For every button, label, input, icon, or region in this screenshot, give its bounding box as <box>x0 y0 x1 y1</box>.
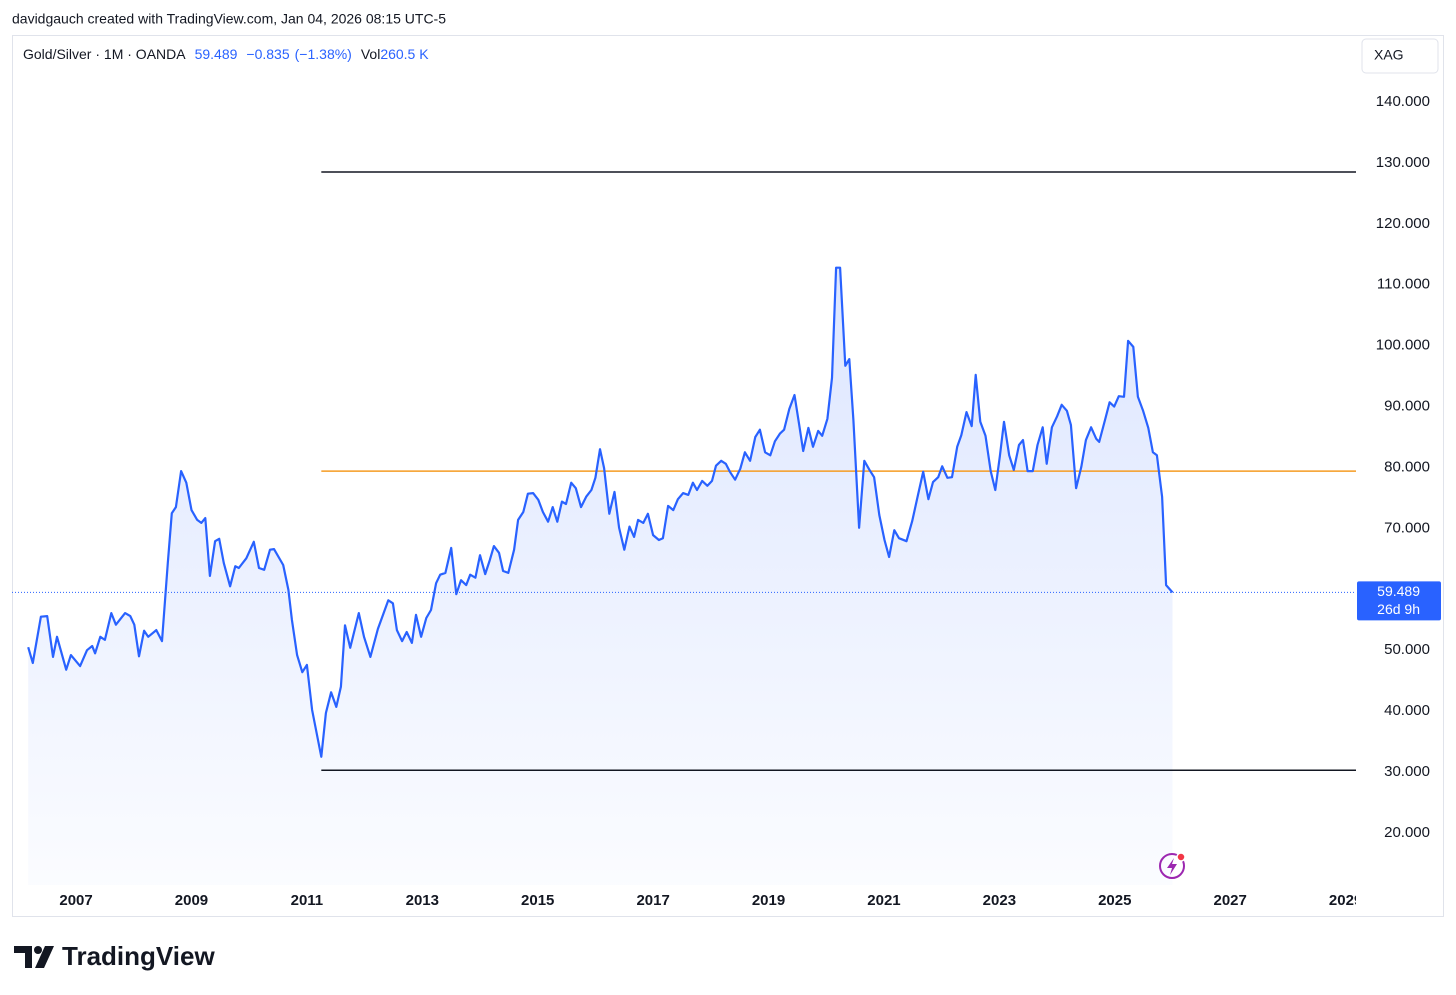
x-tick-label: 2017 <box>636 892 669 909</box>
y-tick-label: 20.000 <box>1384 824 1430 841</box>
y-tick-label: 40.000 <box>1384 702 1430 719</box>
x-tick-label: 2023 <box>983 892 1016 909</box>
x-tick-label: 2015 <box>521 892 554 909</box>
y-tick-label: 30.000 <box>1384 763 1430 780</box>
x-tick-label: 2013 <box>406 892 439 909</box>
countdown-label: 26d 9h <box>1377 601 1420 617</box>
brand-logo: TradingView <box>14 941 215 971</box>
symbol: Gold/Silver · 1M · OANDA <box>23 46 186 62</box>
last: 59.489 <box>195 46 238 62</box>
x-tick-label: 2029 <box>1329 892 1362 909</box>
x-tick-label: 2009 <box>175 892 208 909</box>
area-fill <box>28 267 1173 885</box>
price-line <box>27 266 1174 758</box>
y-tick-label: 50.000 <box>1384 641 1430 658</box>
x-tick-label: 2027 <box>1214 892 1247 909</box>
x-tick-label: 2007 <box>59 892 92 909</box>
x-tick-label: 2021 <box>867 892 900 909</box>
chart-frame <box>12 35 1444 917</box>
vol-label: Vol <box>361 46 380 62</box>
change-pct: (−1.38%) <box>295 46 352 62</box>
y-tick-label: 90.000 <box>1384 398 1430 415</box>
volume: 260.5 K <box>380 46 429 62</box>
currency[interactable]: XAG <box>1374 47 1404 63</box>
y-tick-label: 70.000 <box>1384 519 1430 536</box>
y-tick-label: 140.000 <box>1376 93 1430 110</box>
last-price-badge <box>1357 581 1441 621</box>
currency-box[interactable] <box>1361 38 1439 74</box>
header: Gold/Silver · 1M · OANDA 59.489 −0.835 (−1.… <box>23 46 429 62</box>
x-tick-label: 2025 <box>1098 892 1131 909</box>
credit: davidgauch created with TradingView.com,… <box>12 11 446 27</box>
last-price-label: 59.489 <box>1377 583 1420 599</box>
alert-icon[interactable] <box>1159 852 1186 879</box>
y-tick-label: 110.000 <box>1377 276 1430 293</box>
x-tick-label: 2011 <box>291 892 324 909</box>
x-axis: 2007 2009 2011 2013 2015 2017 2019 2021 2023 2025… <box>59 892 1362 909</box>
x-tick-label: 2019 <box>752 892 785 909</box>
plot <box>12 171 1356 885</box>
change: −0.835 <box>246 46 289 62</box>
y-tick-label: 100.000 <box>1376 337 1430 354</box>
y-tick-label: 120.000 <box>1376 215 1430 232</box>
y-tick-label: 130.000 <box>1376 154 1430 171</box>
y-tick-label: 80.000 <box>1384 458 1430 475</box>
brand: TradingView <box>62 941 215 971</box>
